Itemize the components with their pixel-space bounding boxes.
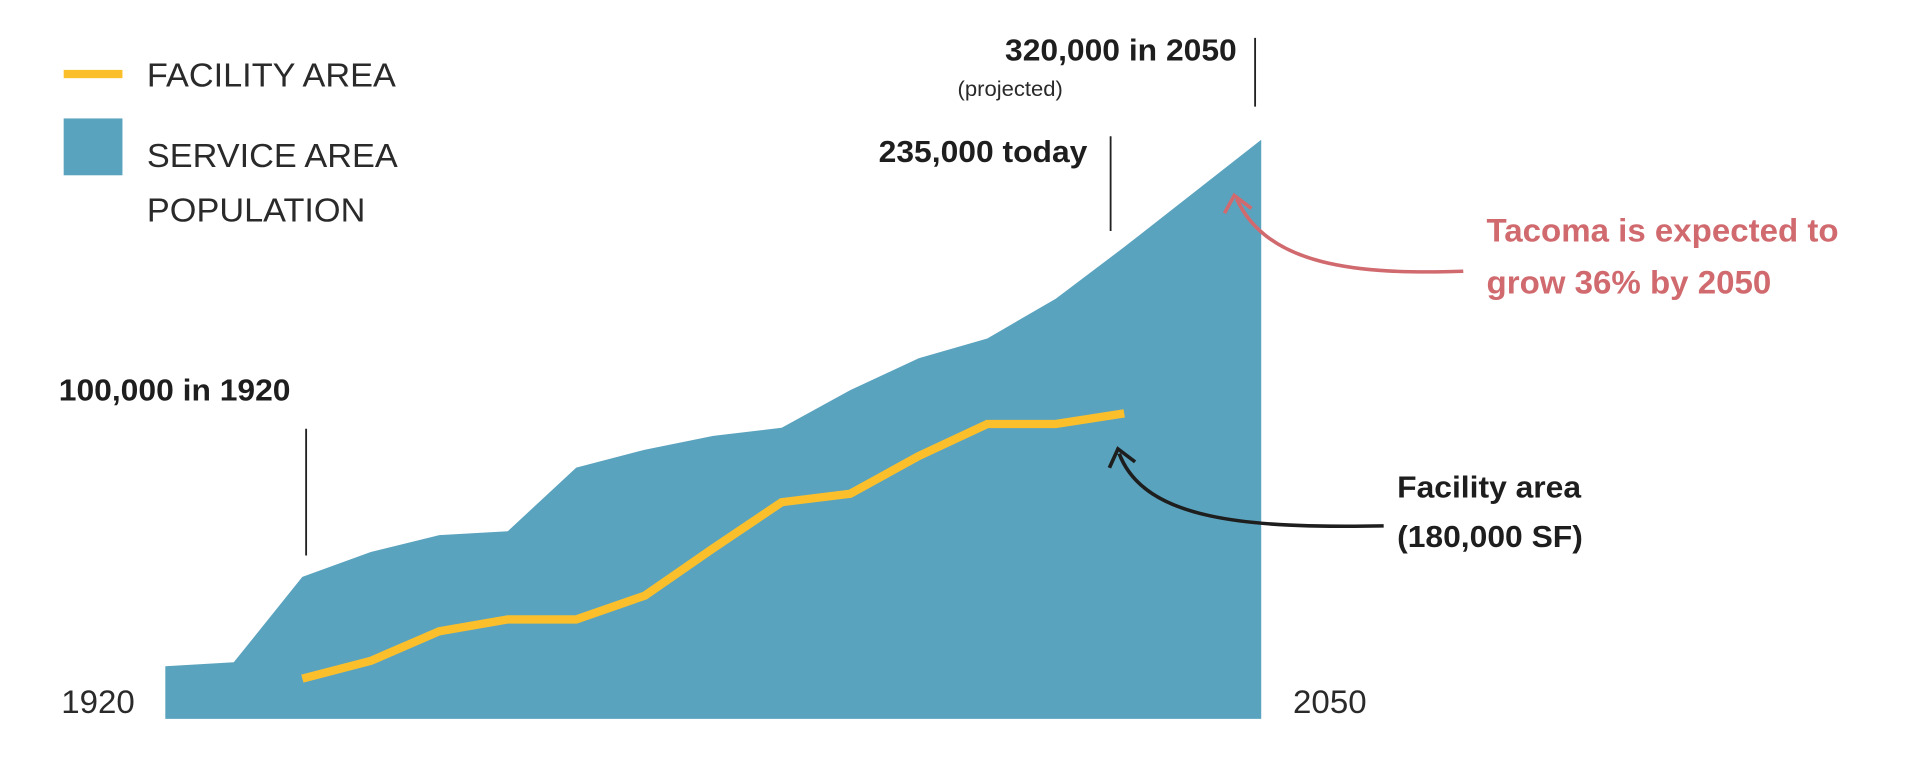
growth-arrowhead-icon	[1222, 192, 1253, 215]
annotation-today: 235,000 today	[879, 135, 1088, 169]
annotation-growth-1: Tacoma is expected to	[1487, 213, 1839, 248]
line-layer	[301, 409, 1125, 683]
area-layer	[165, 139, 1262, 719]
annotation-facility-2: (180,000 SF)	[1397, 520, 1583, 554]
facility-area-line	[301, 409, 1125, 683]
service-area-population-area	[165, 139, 1262, 719]
annotation-projected-note: (projected)	[958, 76, 1063, 101]
legend-service-label-2: POPULATION	[147, 192, 365, 229]
annotation-start: 100,000 in 1920	[59, 373, 291, 407]
legend-facility-label: FACILITY AREA	[147, 57, 396, 94]
legend-facility-swatch	[63, 69, 123, 79]
facility-arrowhead-icon	[1107, 446, 1137, 469]
growth-arrow-icon	[1235, 198, 1464, 274]
facility-arrow-icon	[1117, 452, 1384, 529]
x-tick-label-start: 1920	[61, 684, 135, 719]
legend-service-swatch	[63, 118, 123, 176]
x-tick-label-end: 2050	[1293, 684, 1367, 719]
annotation-projected: 320,000 in 2050	[1005, 33, 1237, 67]
annotation-facility-1: Facility area	[1397, 470, 1582, 504]
legend-service-label-1: SERVICE AREA	[147, 138, 398, 175]
annotation-growth-2: grow 36% by 2050	[1487, 265, 1772, 300]
